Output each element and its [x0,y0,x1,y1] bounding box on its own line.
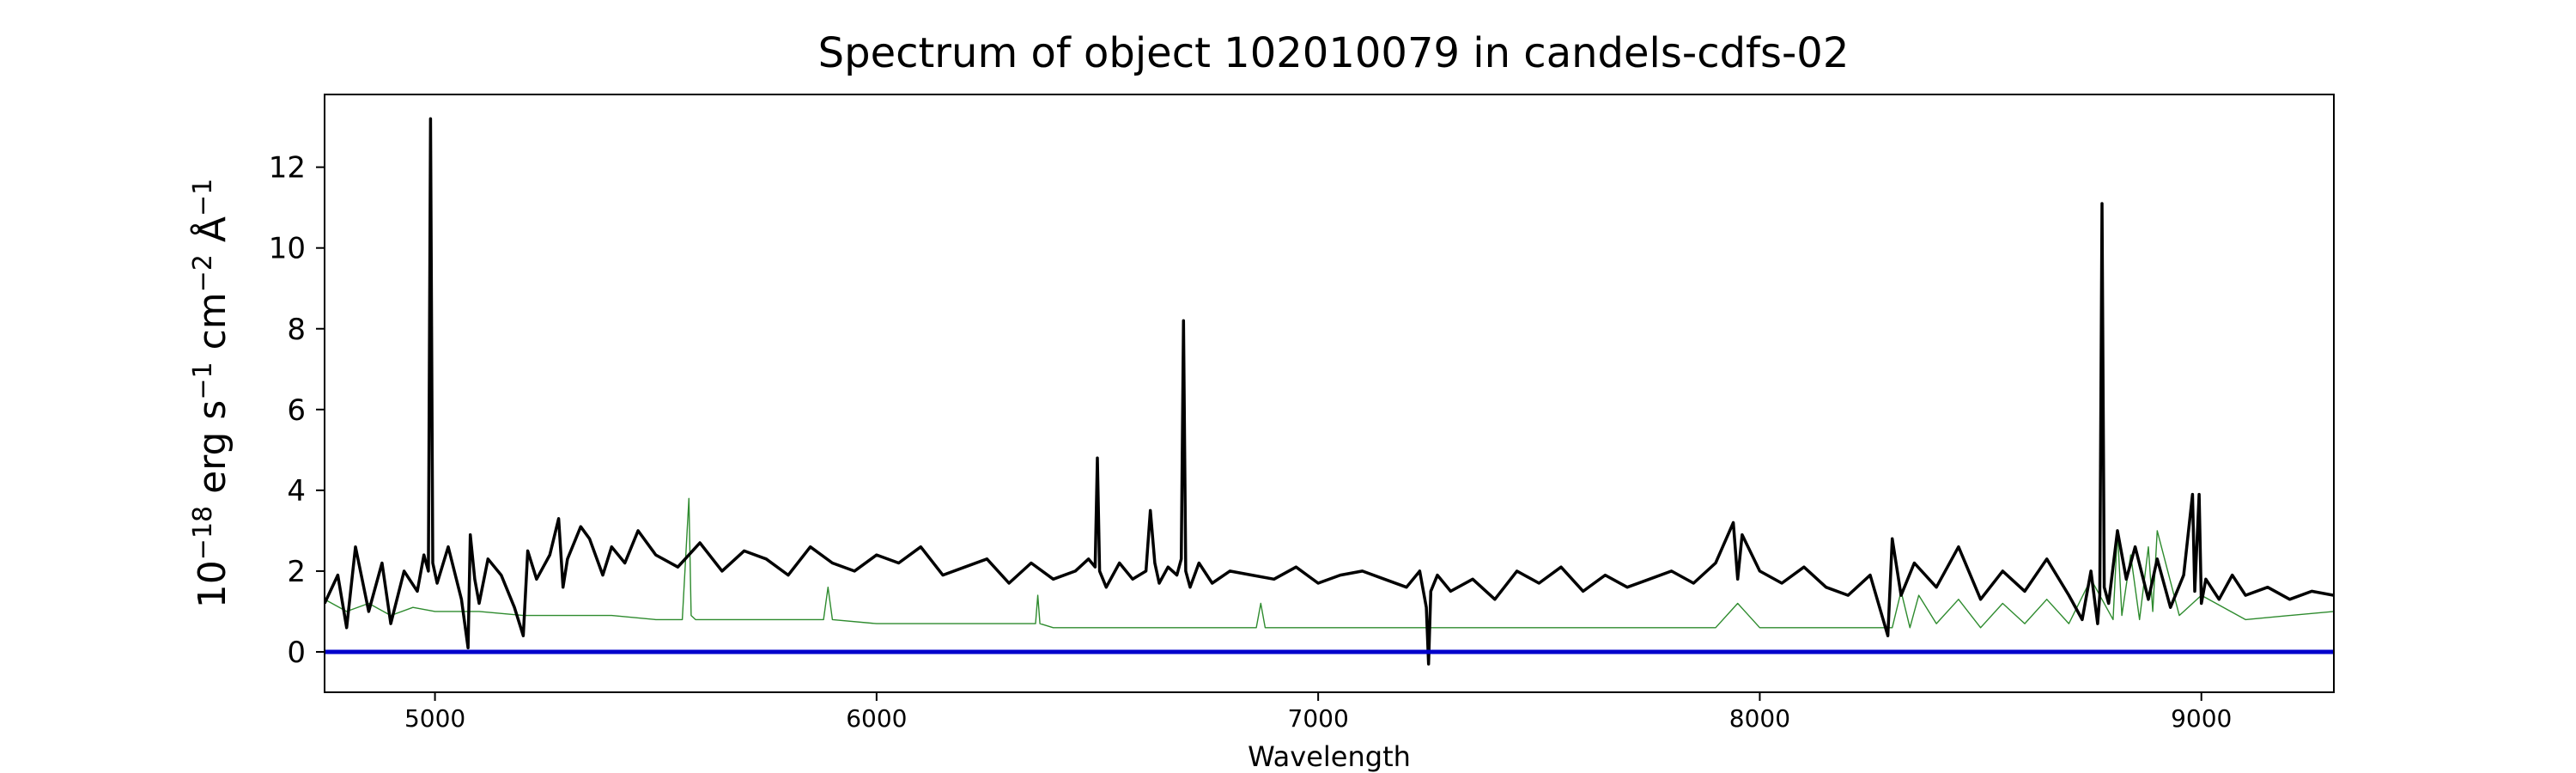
x-tick-label: 7000 [1288,704,1349,733]
axes-frame [324,94,2335,693]
y-tick-label: 8 [287,313,306,347]
x-tick-label: 8000 [1729,704,1790,733]
x-tick-label: 6000 [846,704,907,733]
chart-title: Spectrum of object 102010079 in candels-… [818,29,1850,77]
tick-layer: 5000 6000 7000 8000 9000 0 2 4 6 8 10 12 [269,151,2233,733]
x-tick-label: 5000 [404,704,465,733]
x-tick-label: 9000 [2171,704,2232,733]
ylabel-mid-3: Å [189,216,234,254]
y-tick-label: 12 [269,151,306,186]
plot-area [325,117,2334,666]
y-tick-label: 6 [287,393,306,428]
ylabel-mid-2: cm [191,292,234,362]
ylabel-exp-3: −2 [188,254,218,292]
y-tick-label: 0 [287,636,306,670]
error-series-line [325,497,2334,629]
y-axis-label: 10−18 erg s−1 cm−2 Å−1 [188,179,234,608]
y-tick-label: 10 [269,232,306,266]
ylabel-mid-1: erg s [191,400,234,506]
ylabel-exp-2: −1 [188,362,218,399]
x-axis-label: Wavelength [1248,740,1411,773]
flux-series-line [325,117,2334,666]
y-tick-label: 2 [287,555,306,589]
ylabel-exp-4: −1 [188,179,218,216]
ylabel-exp-1: −18 [188,506,218,560]
ylabel-base: 10 [191,560,234,608]
y-tick-label: 4 [287,474,306,508]
